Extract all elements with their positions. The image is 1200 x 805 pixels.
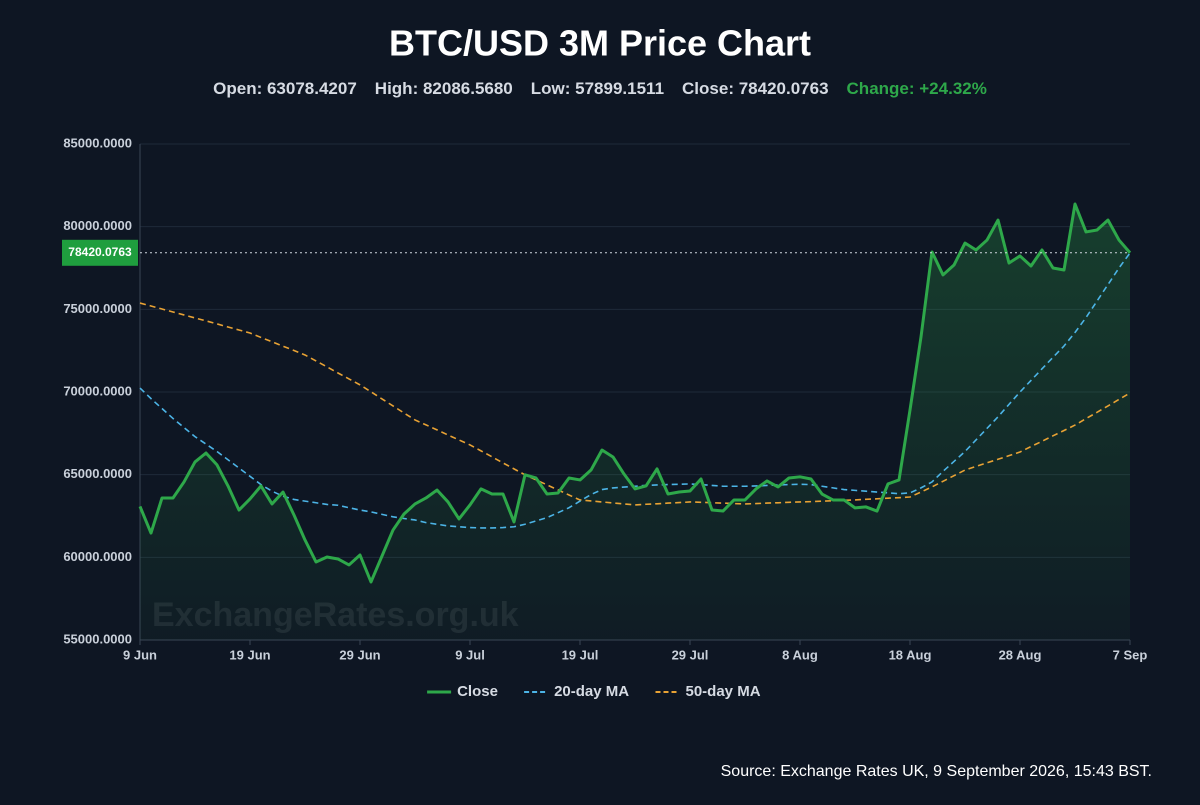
x-tick-label: 28 Aug — [999, 647, 1042, 662]
close-area — [140, 204, 1130, 640]
y-tick-label: 80000.0000 — [63, 218, 132, 233]
legend-label: Close — [457, 683, 498, 700]
x-tick-label: 7 Sep — [1113, 647, 1148, 662]
x-tick-label: 9 Jul — [455, 647, 485, 662]
y-tick-label: 60000.0000 — [63, 549, 132, 564]
y-tick-label: 70000.0000 — [63, 383, 132, 398]
stat: Low: 57899.1511 — [531, 79, 664, 98]
source-note: Source: Exchange Rates UK, 9 September 2… — [721, 763, 1152, 780]
x-tick-label: 29 Jun — [339, 647, 380, 662]
y-tick-label: 85000.0000 — [63, 135, 132, 150]
ma-line — [139, 252, 1131, 529]
legend-label: 50-day MA — [686, 683, 761, 700]
x-tick-label: 29 Jul — [672, 647, 709, 662]
x-tick-label: 19 Jun — [229, 647, 270, 662]
x-tick-label: 9 Jun — [123, 647, 157, 662]
stat: Close: 78420.0763 — [682, 79, 829, 98]
stats-row: Open: 63078.4207 High: 82086.5680 Low: 578… — [213, 79, 987, 98]
legend-label: 20-day MA — [554, 683, 629, 700]
y-tick-label: 65000.0000 — [63, 466, 132, 481]
y-tick-label: 75000.0000 — [63, 301, 132, 316]
stat: Open: 63078.4207 — [213, 79, 357, 98]
x-tick-label: 18 Aug — [889, 647, 932, 662]
y-tick-label: 55000.0000 — [63, 631, 132, 646]
stat: High: 82086.5680 — [375, 79, 513, 98]
x-tick-label: 8 Aug — [782, 647, 818, 662]
close-line — [138, 202, 1132, 584]
x-tick-label: 19 Jul — [562, 647, 599, 662]
chart-title: BTC/USD 3M Price Chart — [389, 23, 811, 64]
last-price-label: 78420.0763 — [68, 245, 132, 259]
change-stat: Change: +24.32% — [847, 79, 987, 98]
ma-line — [139, 302, 1131, 506]
last-price-badge — [62, 239, 138, 266]
